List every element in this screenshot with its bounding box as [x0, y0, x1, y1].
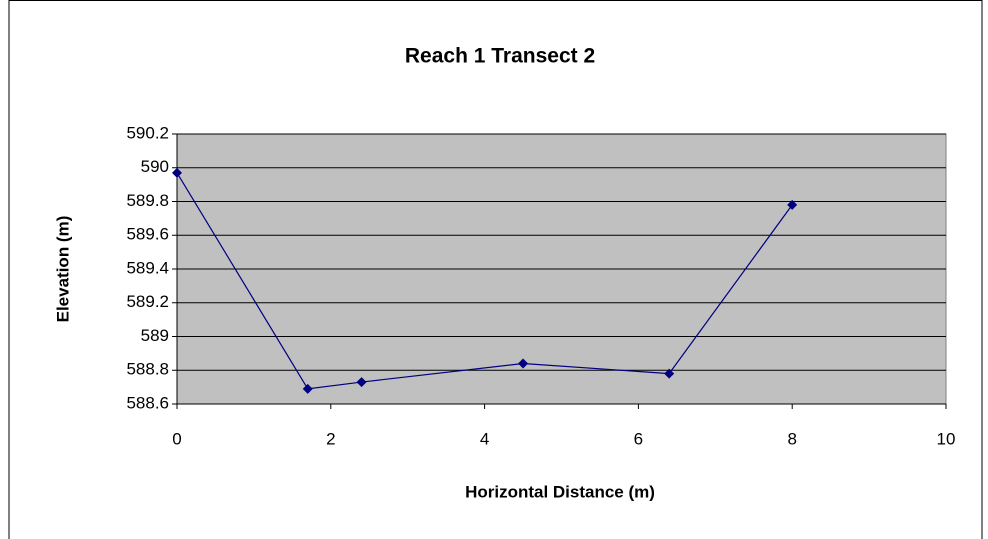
- y-tick-label: 590: [141, 157, 169, 176]
- y-tick-label: 589.8: [126, 191, 169, 210]
- data-point: [302, 383, 313, 394]
- data-point: [518, 358, 529, 369]
- x-tick-label: 2: [326, 429, 335, 448]
- x-axis-label: Horizontal Distance (m): [465, 482, 655, 501]
- x-tick-label: 4: [480, 429, 489, 448]
- chart-title: Reach 1 Transect 2: [405, 45, 595, 68]
- data-point: [172, 167, 182, 178]
- y-tick-label: 588.8: [126, 360, 169, 379]
- data-point: [664, 368, 675, 379]
- y-tick-label: 589.6: [126, 225, 169, 244]
- data-point: [356, 377, 367, 388]
- y-axis-label: Elevation (m): [53, 216, 72, 323]
- data-point: [787, 199, 798, 210]
- y-tick-label: 589.4: [126, 258, 169, 277]
- x-tick-label: 10: [937, 429, 956, 448]
- x-tick-label: 8: [787, 429, 796, 448]
- x-tick-label: 0: [172, 429, 181, 448]
- y-tick-label: 589: [141, 326, 169, 345]
- y-tick-label: 589.2: [126, 292, 169, 311]
- series-line: [176, 172, 793, 390]
- y-tick-label: 590.2: [126, 123, 169, 142]
- y-tick-label: 588.6: [126, 393, 169, 412]
- x-tick-label: 6: [634, 429, 643, 448]
